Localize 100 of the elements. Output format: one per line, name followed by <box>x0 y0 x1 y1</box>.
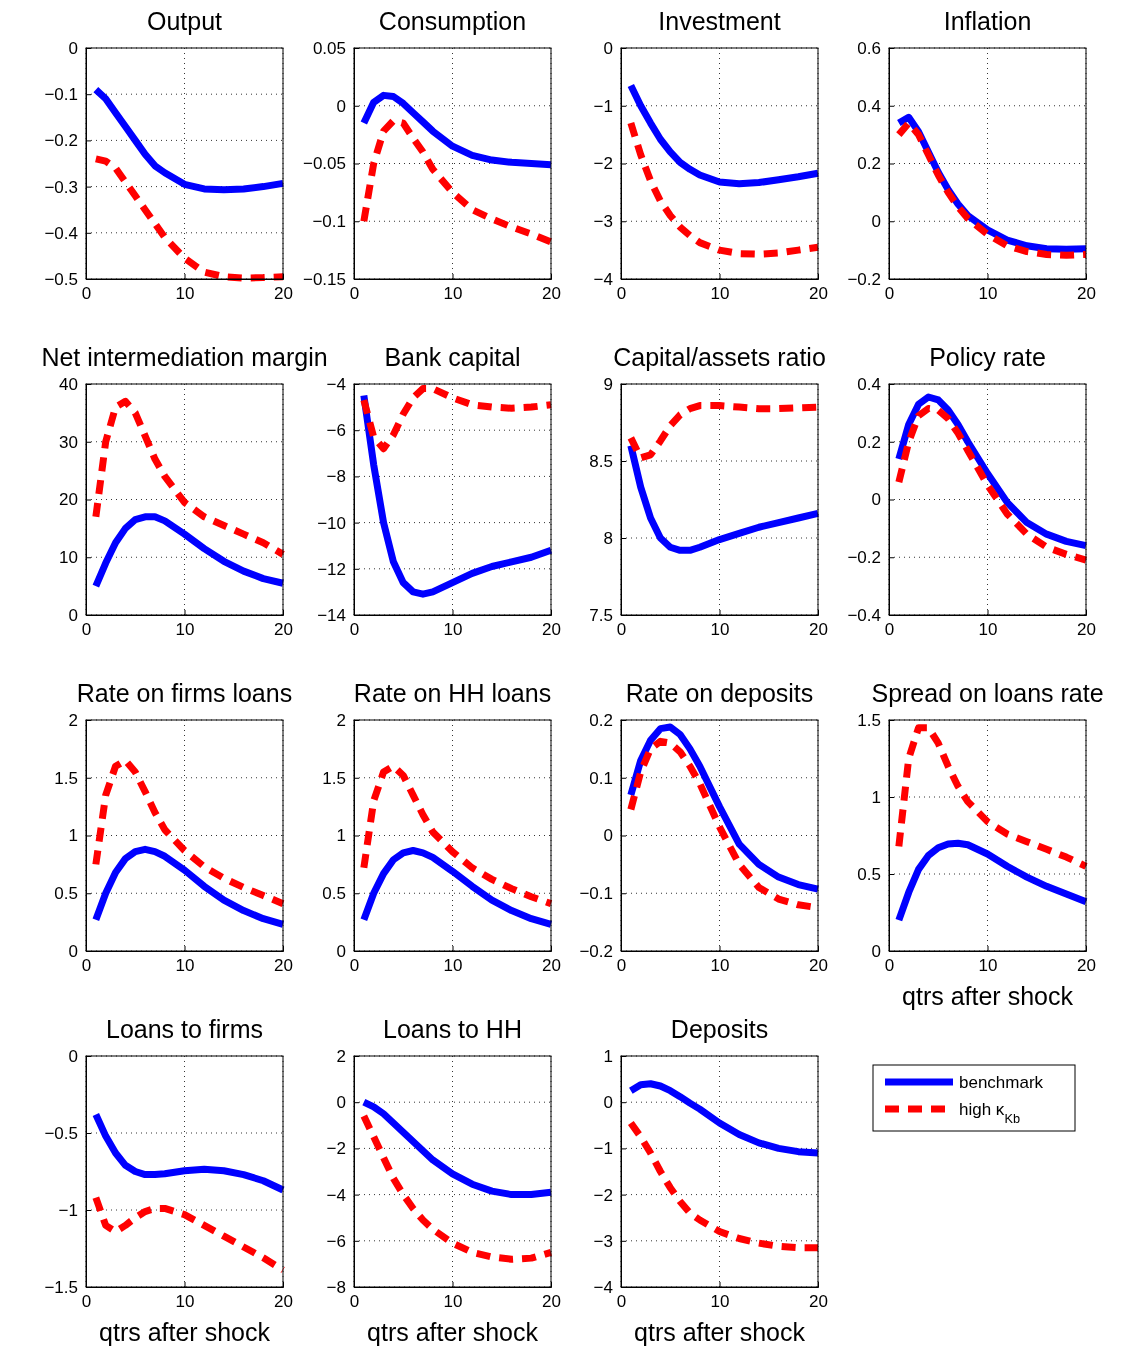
x-tick-label: 10 <box>443 956 463 976</box>
chart-title: Rate on HH loans <box>353 679 552 707</box>
y-tick-label: −1 <box>58 1200 78 1220</box>
y-tick-label: 8 <box>603 528 613 548</box>
x-axis-title: qtrs after shock <box>902 982 1074 1010</box>
x-tick-label: 10 <box>978 956 998 976</box>
y-tick-label: −1 <box>593 1139 613 1159</box>
x-tick-label: 20 <box>809 956 828 976</box>
y-tick-label: 20 <box>59 490 78 510</box>
x-tick-label: 10 <box>710 620 730 640</box>
x-tick-label: 0 <box>616 284 627 304</box>
y-tick-label: 0 <box>336 941 346 961</box>
y-tick-label: 2 <box>336 710 346 730</box>
x-tick-label: 0 <box>884 284 895 304</box>
chart-title: Net intermediation margin <box>41 343 328 371</box>
chart-title: Loans to firms <box>105 1015 264 1043</box>
chart-title: Spread on loans rate <box>871 679 1104 707</box>
y-tick-label: 0.2 <box>589 710 613 730</box>
y-tick-label: 1 <box>603 1046 613 1066</box>
x-tick-label: 20 <box>1077 956 1096 976</box>
x-tick-label: 20 <box>274 956 293 976</box>
y-tick-label: 0.6 <box>857 38 881 58</box>
x-tick-label: 10 <box>443 1292 463 1312</box>
y-tick-label: −0.5 <box>44 1123 78 1143</box>
y-tick-label: −0.1 <box>312 212 346 232</box>
y-tick-label: 0 <box>68 941 78 961</box>
y-tick-label: 9 <box>603 374 613 394</box>
chart-title: Deposits <box>670 1015 769 1043</box>
y-tick-label: −0.1 <box>44 85 78 105</box>
chart-title: Consumption <box>378 7 527 35</box>
y-tick-label: −8 <box>326 1277 346 1297</box>
x-tick-label: 10 <box>978 620 998 640</box>
x-tick-label: 0 <box>349 284 360 304</box>
x-tick-label: 10 <box>175 620 195 640</box>
chart-title: Rate on deposits <box>625 679 814 707</box>
x-tick-label: 0 <box>349 620 360 640</box>
y-tick-label: −12 <box>317 559 346 579</box>
x-tick-label: 20 <box>809 1292 828 1312</box>
x-tick-label: 20 <box>542 1292 561 1312</box>
x-tick-label: 10 <box>710 956 730 976</box>
x-tick-label: 0 <box>616 620 627 640</box>
x-axis-title: qtrs after shock <box>367 1318 539 1346</box>
y-tick-label: 0 <box>871 941 881 961</box>
x-tick-label: 20 <box>274 284 293 304</box>
y-tick-label: −1.5 <box>44 1277 78 1297</box>
y-tick-label: −4 <box>326 374 346 394</box>
y-tick-label: −0.2 <box>579 941 613 961</box>
y-tick-label: −14 <box>317 605 346 625</box>
y-tick-label: 0 <box>871 490 881 510</box>
y-tick-label: 0.4 <box>857 96 881 116</box>
y-tick-label: 2 <box>68 710 78 730</box>
y-tick-label: −1 <box>593 96 613 116</box>
chart-title: Loans to HH <box>383 1015 522 1043</box>
y-tick-label: −0.1 <box>579 884 613 904</box>
y-tick-label: 1 <box>336 826 346 846</box>
y-tick-label: −0.05 <box>302 154 346 174</box>
y-tick-label: −3 <box>593 1231 613 1251</box>
x-tick-label: 20 <box>542 956 561 976</box>
legend-label: benchmark <box>959 1073 1044 1092</box>
y-tick-label: 1.5 <box>54 768 78 788</box>
x-tick-label: 20 <box>542 620 561 640</box>
y-tick-label: 0 <box>336 96 346 116</box>
x-tick-label: 20 <box>542 284 561 304</box>
y-tick-label: 10 <box>59 548 78 568</box>
x-tick-label: 10 <box>443 284 463 304</box>
x-axis-title: qtrs after shock <box>634 1318 806 1346</box>
y-tick-label: −6 <box>326 421 346 441</box>
y-tick-label: 1 <box>68 826 78 846</box>
y-tick-label: −0.15 <box>302 269 346 289</box>
y-tick-label: 0 <box>603 38 613 58</box>
x-tick-label: 10 <box>710 1292 730 1312</box>
chart-title: Policy rate <box>929 343 1046 371</box>
y-tick-label: 0.4 <box>857 374 881 394</box>
chart-title: Capital/assets ratio <box>613 343 826 371</box>
y-tick-label: 0.2 <box>857 432 881 452</box>
x-tick-label: 20 <box>1077 620 1096 640</box>
y-tick-label: 8.5 <box>589 451 613 471</box>
y-tick-label: 40 <box>59 374 78 394</box>
y-tick-label: −0.3 <box>44 177 78 197</box>
y-tick-label: 0 <box>871 212 881 232</box>
y-tick-label: −2 <box>326 1139 346 1159</box>
y-tick-label: 0.5 <box>54 884 78 904</box>
y-tick-label: −4 <box>593 1277 613 1297</box>
y-tick-label: 1.5 <box>322 768 346 788</box>
chart-title: Rate on firms loans <box>76 679 293 707</box>
x-tick-label: 20 <box>809 620 828 640</box>
x-tick-label: 10 <box>175 1292 195 1312</box>
x-tick-label: 0 <box>81 620 92 640</box>
x-tick-label: 10 <box>175 284 195 304</box>
x-tick-label: 20 <box>809 284 828 304</box>
y-tick-label: −0.2 <box>44 131 78 151</box>
y-tick-label: −0.4 <box>44 223 78 243</box>
x-tick-label: 0 <box>81 1292 92 1312</box>
y-tick-label: 0.1 <box>589 768 613 788</box>
x-tick-label: 10 <box>175 956 195 976</box>
x-tick-label: 0 <box>616 956 627 976</box>
x-tick-label: 0 <box>884 620 895 640</box>
y-tick-label: −0.2 <box>847 269 881 289</box>
x-tick-label: 0 <box>81 284 92 304</box>
y-tick-label: −2 <box>593 1185 613 1205</box>
